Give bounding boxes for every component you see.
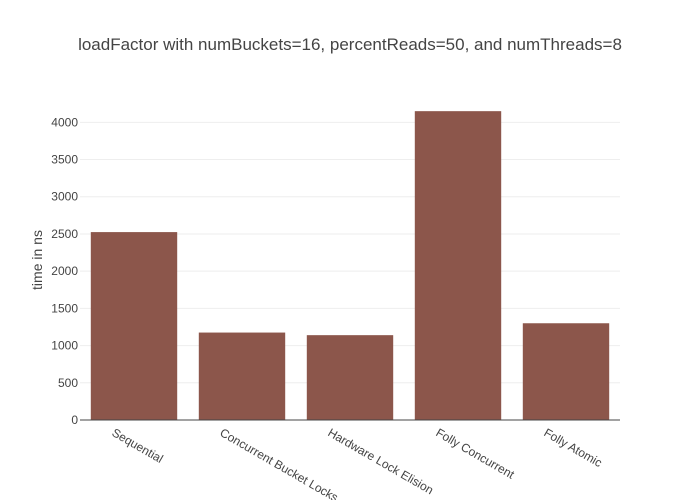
- y-axis-label: time in ns: [29, 230, 45, 290]
- y-tick-label: 3500: [51, 153, 78, 167]
- y-tick-label: 2500: [51, 227, 78, 241]
- y-tick-label: 4000: [51, 115, 78, 129]
- bar-folly-atomic: [522, 323, 610, 420]
- chart-title: loadFactor with numBuckets=16, percentRe…: [78, 35, 622, 54]
- bars: [90, 111, 610, 421]
- x-tick-label: Concurrent Bucket Locks: [218, 425, 341, 500]
- x-tick-label: Hardware Lock Elision: [326, 425, 436, 497]
- y-tick-label: 1500: [51, 301, 78, 315]
- x-tick-label: Folly Concurrent: [434, 425, 518, 481]
- y-tick-label: 2000: [51, 264, 78, 278]
- bar-folly-concurrent: [414, 111, 502, 421]
- bar-hardware-lock-elision: [306, 335, 394, 420]
- y-tick-labels: 0 500 1000 1500 2000 2500 3000 3500 4000: [51, 115, 78, 427]
- bar-sequential: [90, 232, 178, 420]
- y-tick-label: 3000: [51, 190, 78, 204]
- x-tick-labels: Sequential Concurrent Bucket LocksHardwar…: [110, 425, 605, 500]
- x-tick-label: Folly Atomic: [542, 425, 605, 469]
- y-tick-label: 500: [58, 376, 78, 390]
- x-tick-label: Sequential: [110, 425, 166, 465]
- bar-concurrent-bucket-locks: [198, 332, 286, 420]
- y-tick-label: 1000: [51, 339, 78, 353]
- y-tick-label: 0: [71, 413, 78, 427]
